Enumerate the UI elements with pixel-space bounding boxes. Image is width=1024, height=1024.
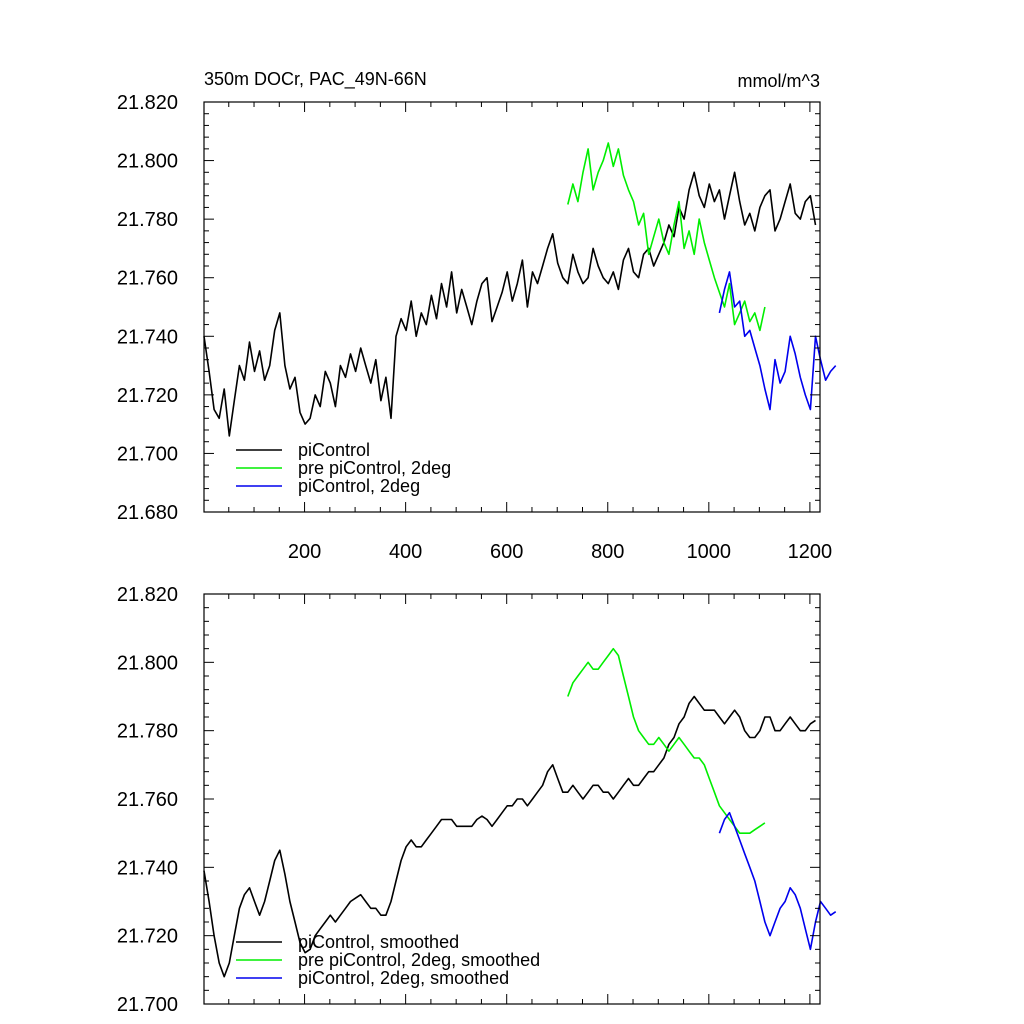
series-line-2 bbox=[567, 647, 766, 835]
y-tick-label: 21.800 bbox=[117, 151, 178, 173]
legend-label: piControl, smoothed bbox=[298, 932, 459, 952]
panel-1-units: mmol/m^3 bbox=[738, 71, 820, 91]
y-tick-label: 21.720 bbox=[117, 926, 178, 948]
y-tick-label: 21.720 bbox=[117, 385, 178, 407]
panel-1-title: 350m DOCr, PAC_49N-66N bbox=[204, 69, 427, 90]
series-line-1 bbox=[203, 695, 816, 978]
y-tick-label: 21.740 bbox=[117, 326, 178, 348]
y-tick-label: 21.740 bbox=[117, 857, 178, 879]
y-tick-label: 21.760 bbox=[117, 789, 178, 811]
y-tick-label: 21.700 bbox=[117, 443, 178, 465]
bottom-panel: 21.700 21.720 21.740 21.760 21.780 21.800 21.8… bbox=[117, 584, 837, 1016]
series-line-3 bbox=[718, 271, 837, 411]
legend-label: piControl, 2deg, smoothed bbox=[298, 968, 509, 988]
series-line-2 bbox=[567, 142, 766, 332]
series-line-1 bbox=[203, 171, 817, 437]
x-tick-label: 800 bbox=[591, 541, 624, 563]
legend-label: pre piControl, 2deg bbox=[298, 458, 451, 478]
series-line-3 bbox=[718, 811, 837, 951]
y-tick-label: 21.780 bbox=[117, 209, 178, 231]
plot-frame bbox=[203, 101, 821, 513]
y-tick-label: 21.680 bbox=[117, 502, 178, 524]
x-tick-label: 400 bbox=[389, 541, 422, 563]
y-tick-label: 21.820 bbox=[117, 92, 178, 114]
y-tick-label: 21.800 bbox=[117, 652, 178, 674]
legend-label: pre piControl, 2deg, smoothed bbox=[298, 950, 540, 970]
y-tick-label: 21.700 bbox=[117, 994, 178, 1016]
x-tick-label: 1000 bbox=[687, 541, 732, 563]
x-tick-label: 1200 bbox=[788, 541, 833, 563]
plot-frame bbox=[203, 593, 821, 1005]
legend-label: piControl, 2deg bbox=[298, 476, 420, 496]
top-panel: 200 400 600 800 1000 1200 21.680 21.700 21.720 21… bbox=[117, 92, 837, 563]
y-tick-label: 21.820 bbox=[117, 584, 178, 606]
x-tick-label: 200 bbox=[288, 541, 321, 563]
x-tick-label: 600 bbox=[490, 541, 523, 563]
y-tick-label: 21.780 bbox=[117, 721, 178, 743]
y-tick-label: 21.760 bbox=[117, 268, 178, 290]
legend-label: piControl bbox=[298, 440, 370, 460]
